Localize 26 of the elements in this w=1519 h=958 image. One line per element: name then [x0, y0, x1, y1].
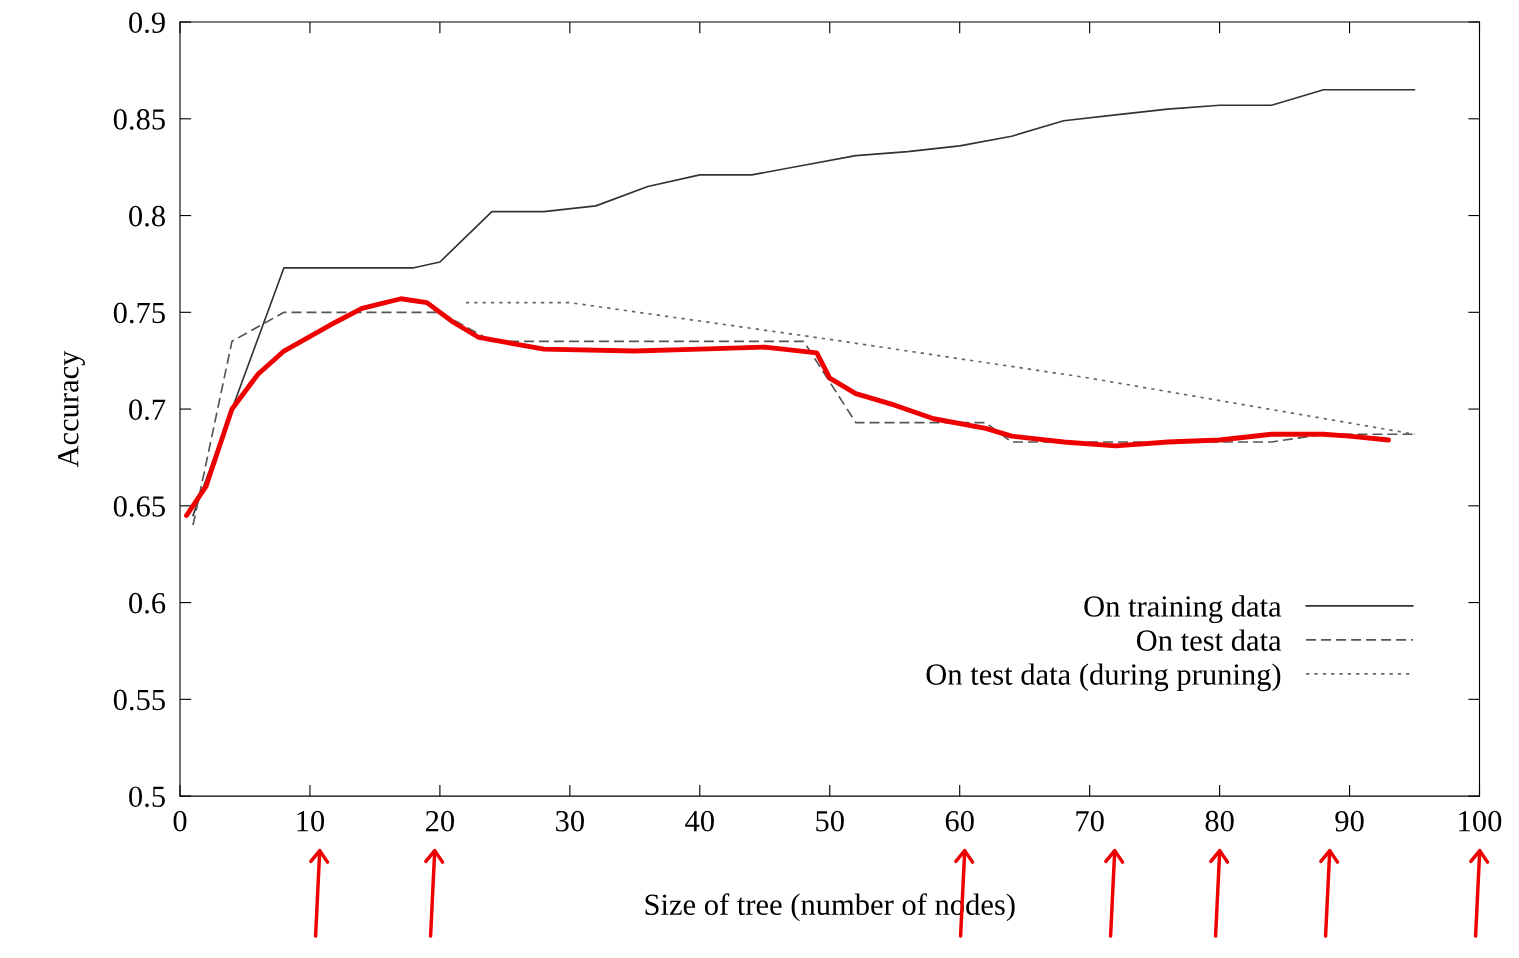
- line-series: [192, 88, 1416, 517]
- x-tick-label: 60: [945, 810, 974, 832]
- x-tick-label: 50: [816, 810, 844, 832]
- y-tick-label: 0.5: [129, 786, 165, 808]
- y-tick-label: 0.9: [129, 12, 165, 34]
- legend-label: On training data: [1084, 595, 1282, 624]
- x-tick-label: 10: [297, 810, 325, 832]
- y-tick-label: 0.65: [113, 496, 165, 517]
- line-series: [465, 301, 1416, 436]
- x-tick-label: 70: [1076, 810, 1104, 832]
- y-tick-label: 0.7: [129, 399, 166, 421]
- x-tick-label: 30: [556, 810, 584, 832]
- x-tick-label: 90: [1335, 810, 1364, 832]
- y-tick-label: 0.75: [113, 302, 165, 324]
- x-tick-label: 20: [425, 810, 455, 832]
- legend-label: On test data (during pruning): [926, 663, 1281, 692]
- x-tick-label: 40: [685, 810, 714, 832]
- y-axis-title: Accuracy: [58, 350, 85, 468]
- x-tick-label: 80: [1205, 810, 1234, 832]
- legend-label: On test data: [1136, 629, 1282, 651]
- y-tick-label: 0.8: [129, 205, 165, 227]
- y-tick-label: 0.6: [129, 592, 166, 614]
- y-tick-label: 0.85: [113, 109, 165, 130]
- x-tick-label: 0: [173, 810, 187, 832]
- y-tick-label: 0.55: [113, 689, 165, 711]
- x-tick-label: 100: [1459, 810, 1502, 832]
